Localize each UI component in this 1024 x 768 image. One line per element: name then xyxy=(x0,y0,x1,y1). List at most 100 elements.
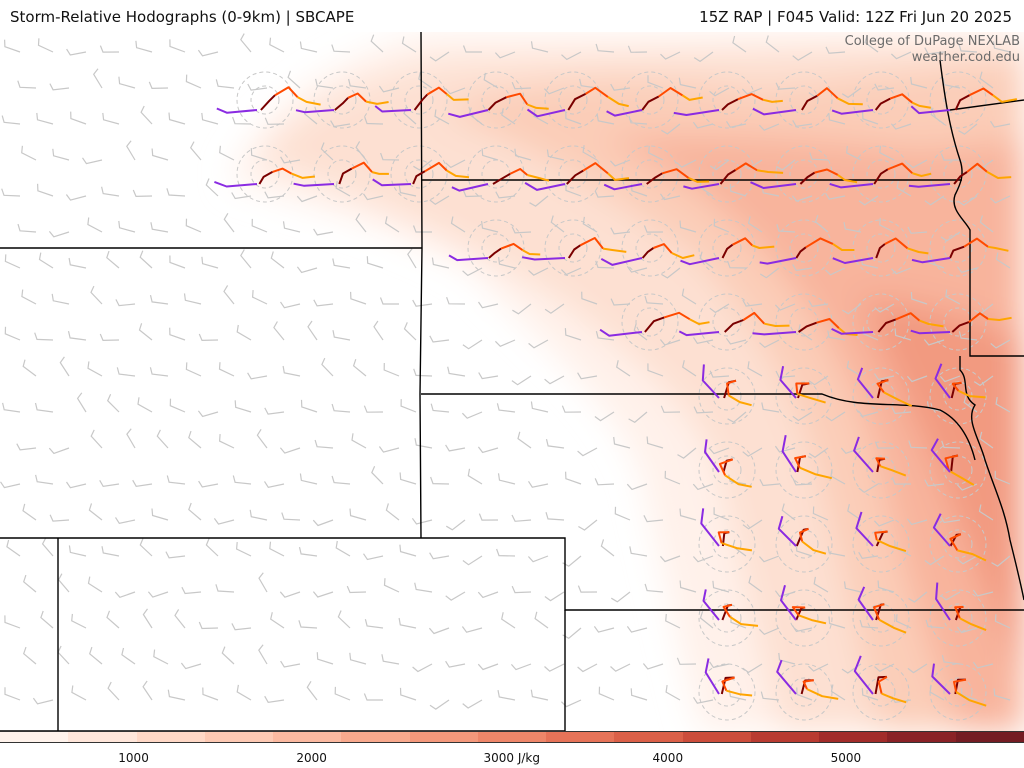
hodograph-ring xyxy=(929,441,987,499)
hodograph-segment xyxy=(801,95,818,111)
wind-barb xyxy=(709,87,730,97)
hodograph-segment xyxy=(734,162,758,172)
hodograph-segment xyxy=(653,243,673,254)
wind-barb xyxy=(477,446,499,454)
hodograph-ring xyxy=(404,85,434,115)
hodograph-ring xyxy=(789,677,819,707)
wind-barb xyxy=(429,699,450,710)
colorbar-tick-label: 5000 xyxy=(830,751,862,765)
wind-barb xyxy=(477,591,499,599)
hodograph-segment xyxy=(853,436,874,473)
wind-barb xyxy=(202,687,219,701)
hodograph-segment xyxy=(606,109,643,117)
hodograph xyxy=(678,311,790,337)
wind-barb xyxy=(692,337,714,344)
hodograph xyxy=(704,439,752,488)
wind-barb xyxy=(510,663,532,671)
wind-barb xyxy=(646,436,664,449)
hodograph-segment xyxy=(600,257,643,266)
wind-barb xyxy=(355,213,367,233)
hodograph-ring xyxy=(929,71,987,129)
colorbar-segment xyxy=(477,732,547,742)
hodograph-ring xyxy=(467,219,525,277)
wind-barb xyxy=(545,512,565,521)
wind-barb xyxy=(197,410,219,418)
cape-colorbar xyxy=(0,731,1024,743)
wind-barb xyxy=(890,267,912,275)
wind-barb xyxy=(23,574,37,593)
wind-barb xyxy=(17,80,37,89)
wind-barb xyxy=(812,506,829,521)
hodograph-segment xyxy=(737,93,764,101)
wind-barb xyxy=(0,481,21,489)
wind-barb xyxy=(679,508,697,521)
wind-barb xyxy=(478,513,499,521)
hodograph-segment xyxy=(214,180,258,188)
wind-barb xyxy=(87,217,103,233)
wind-barb xyxy=(924,195,945,206)
hodograph-segment xyxy=(958,389,986,399)
hodograph-segment xyxy=(585,86,609,98)
hodograph-segment xyxy=(957,549,987,562)
wind-barb xyxy=(942,77,961,89)
wind-barb xyxy=(896,180,912,197)
wind-barb xyxy=(49,83,70,91)
wind-barb xyxy=(958,123,978,135)
hodograph-segment xyxy=(526,103,549,110)
hodograph-segment xyxy=(876,379,889,393)
wind-barb xyxy=(978,504,994,521)
hodograph xyxy=(776,659,839,700)
wind-barb xyxy=(349,508,367,521)
hodograph-segment xyxy=(791,606,806,616)
hodograph-ring xyxy=(467,145,525,203)
hodograph xyxy=(781,435,833,480)
wind-barb xyxy=(148,81,169,90)
wind-barb xyxy=(281,512,301,521)
hodograph xyxy=(216,86,321,114)
hodograph-segment xyxy=(689,318,710,325)
hodograph-segment xyxy=(718,458,734,476)
hodograph-segment xyxy=(831,109,874,115)
hodograph xyxy=(750,168,858,189)
hodograph-segment xyxy=(526,108,566,118)
wind-barb xyxy=(287,70,301,89)
wind-barb xyxy=(240,33,252,53)
wind-barb xyxy=(82,157,103,165)
hodograph-segment xyxy=(968,312,989,323)
hodograph-segment xyxy=(968,87,994,97)
wind-barb xyxy=(364,619,384,629)
hodograph-segment xyxy=(509,168,528,176)
hodograph-segment xyxy=(932,513,951,547)
wind-barb xyxy=(858,551,879,559)
wind-barb xyxy=(660,51,681,60)
hodograph-segment xyxy=(446,169,470,179)
wind-barb xyxy=(923,339,945,346)
wind-barb xyxy=(642,663,664,670)
wind-barb xyxy=(313,228,334,236)
wind-barb xyxy=(956,266,978,273)
wind-barb xyxy=(993,688,1011,701)
wind-barb xyxy=(380,152,400,161)
wind-barb xyxy=(862,111,879,125)
wind-barb xyxy=(517,431,532,449)
hodograph-segment xyxy=(732,237,754,247)
hodograph xyxy=(931,663,987,707)
hodograph-ring xyxy=(698,145,756,203)
wind-barb xyxy=(381,654,400,665)
hodograph-segment xyxy=(816,87,839,100)
wind-barb xyxy=(269,37,285,53)
colorbar-tick-label: 2000 xyxy=(296,751,327,765)
wind-barb xyxy=(169,255,186,269)
hodograph-segment xyxy=(806,688,839,700)
wind-barb xyxy=(66,481,87,489)
wind-barb xyxy=(66,48,87,56)
wind-barb xyxy=(481,221,499,233)
wind-barb xyxy=(862,326,879,341)
hodograph-segment xyxy=(796,392,826,404)
wind-barb xyxy=(659,339,681,346)
wind-barb xyxy=(825,267,846,276)
wind-barb xyxy=(303,107,318,125)
wind-barb xyxy=(995,397,1011,413)
hodograph xyxy=(857,586,907,634)
wind-barb xyxy=(106,394,120,413)
